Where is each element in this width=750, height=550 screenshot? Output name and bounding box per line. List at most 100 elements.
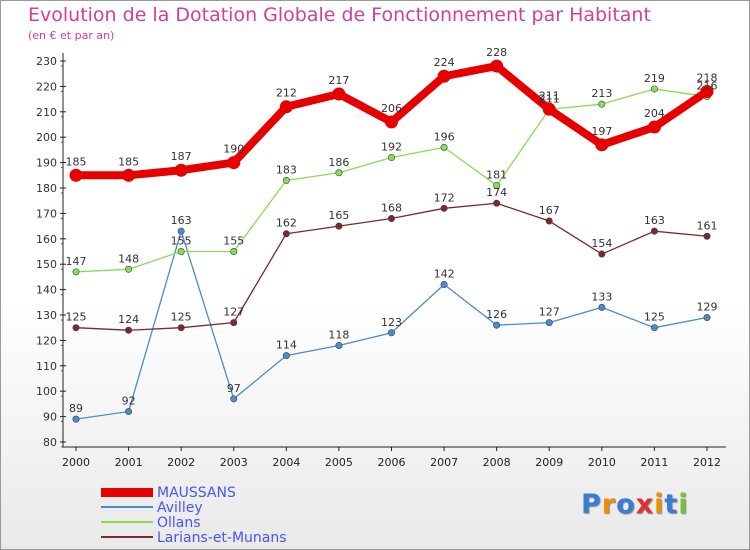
data-label: 216 [697, 80, 718, 93]
data-label: 212 [276, 87, 297, 100]
data-point [230, 248, 238, 256]
data-point [493, 199, 501, 207]
data-label: 162 [276, 217, 297, 230]
data-point [703, 314, 711, 322]
data-label: 97 [227, 382, 241, 395]
data-point [282, 176, 290, 184]
data-label: 147 [66, 255, 87, 268]
y-tick-label: 100 [36, 385, 57, 398]
legend-label: Larians-et-Munans [157, 530, 287, 546]
data-label: 124 [118, 313, 139, 326]
x-tick-label: 2010 [588, 456, 616, 469]
data-label: 123 [381, 316, 402, 329]
data-labels: 89 92 163 97 114 118 123 142 126 127 133 125 129 125 1… [66, 46, 718, 415]
data-label: 167 [539, 204, 560, 217]
legend-swatch [101, 521, 153, 523]
data-point [440, 281, 448, 289]
data-label: 114 [276, 339, 297, 352]
data-point [282, 352, 290, 360]
y-tick-label: 190 [36, 157, 57, 170]
y-tick-label: 230 [36, 55, 57, 68]
data-label: 174 [486, 186, 507, 199]
data-point [703, 232, 711, 240]
data-point [598, 303, 606, 311]
y-tick-label: 210 [36, 106, 57, 119]
data-point [385, 115, 398, 129]
data-label: 125 [171, 311, 192, 324]
legend-label: Avilley [157, 500, 203, 516]
data-label: 163 [171, 214, 192, 227]
y-tick-label: 120 [36, 334, 57, 347]
y-tick-label: 90 [43, 411, 57, 424]
data-point [493, 321, 501, 329]
data-point [440, 143, 448, 151]
x-tick-label: 2001 [115, 456, 143, 469]
data-point [542, 102, 556, 116]
data-point [545, 217, 553, 225]
y-tick-label: 170 [36, 207, 57, 220]
data-label: 217 [328, 74, 349, 87]
y-tick-label: 110 [36, 360, 57, 373]
data-point [335, 222, 343, 230]
data-label: 89 [69, 402, 83, 415]
data-point [387, 329, 395, 337]
data-label: 185 [66, 155, 87, 168]
y-tick-label: 180 [36, 182, 57, 195]
data-label: 190 [223, 143, 244, 156]
data-point [174, 163, 188, 177]
data-point [227, 156, 241, 170]
data-label: 197 [591, 125, 612, 138]
data-point [595, 138, 609, 152]
data-label: 211 [539, 89, 560, 102]
data-label: 204 [644, 107, 665, 120]
data-point [650, 227, 658, 235]
data-point [125, 265, 133, 273]
data-label: 129 [697, 301, 718, 314]
legend-swatch [101, 506, 153, 508]
data-label: 172 [434, 191, 455, 204]
data-label: 219 [644, 72, 665, 85]
legend-swatch [101, 488, 153, 497]
data-label: 127 [223, 306, 244, 319]
data-point [177, 227, 185, 235]
data-point [490, 59, 504, 73]
data-label: 213 [591, 87, 612, 100]
data-label: 211 [539, 92, 560, 105]
y-tick-label: 140 [36, 284, 57, 297]
data-label: 118 [328, 328, 349, 341]
data-label: 186 [328, 156, 349, 169]
data-point [72, 324, 80, 332]
data-point [647, 120, 661, 134]
data-label: 155 [223, 235, 244, 248]
x-tick-label: 2009 [535, 456, 563, 469]
data-point [279, 100, 293, 114]
x-tick-label: 2012 [693, 456, 721, 469]
data-point [69, 168, 83, 182]
data-label: 224 [434, 56, 455, 69]
proxiti-logo: Proxiti [581, 489, 689, 520]
data-label: 192 [381, 141, 402, 154]
data-point [72, 268, 80, 276]
data-label: 165 [328, 209, 349, 222]
x-tick-label: 2002 [167, 456, 195, 469]
axes: 80 90 100 110 120 130 140 150 160 170 180 190 200 210… [36, 53, 726, 469]
data-label: 187 [171, 150, 192, 163]
data-label: 125 [66, 311, 87, 324]
data-label: 185 [118, 155, 139, 168]
data-point [335, 341, 343, 349]
data-point [545, 319, 553, 327]
data-point [437, 69, 451, 83]
data-point [230, 319, 238, 327]
x-tick-label: 2006 [378, 456, 406, 469]
data-point [122, 168, 136, 182]
data-point [387, 154, 395, 162]
data-label: 155 [171, 235, 192, 248]
data-label: 148 [118, 252, 139, 265]
x-tick-label: 2007 [430, 456, 458, 469]
data-point [72, 415, 80, 423]
data-point [335, 169, 343, 177]
data-label: 133 [591, 290, 612, 303]
data-point [230, 395, 238, 403]
y-tick-label: 150 [36, 258, 57, 271]
